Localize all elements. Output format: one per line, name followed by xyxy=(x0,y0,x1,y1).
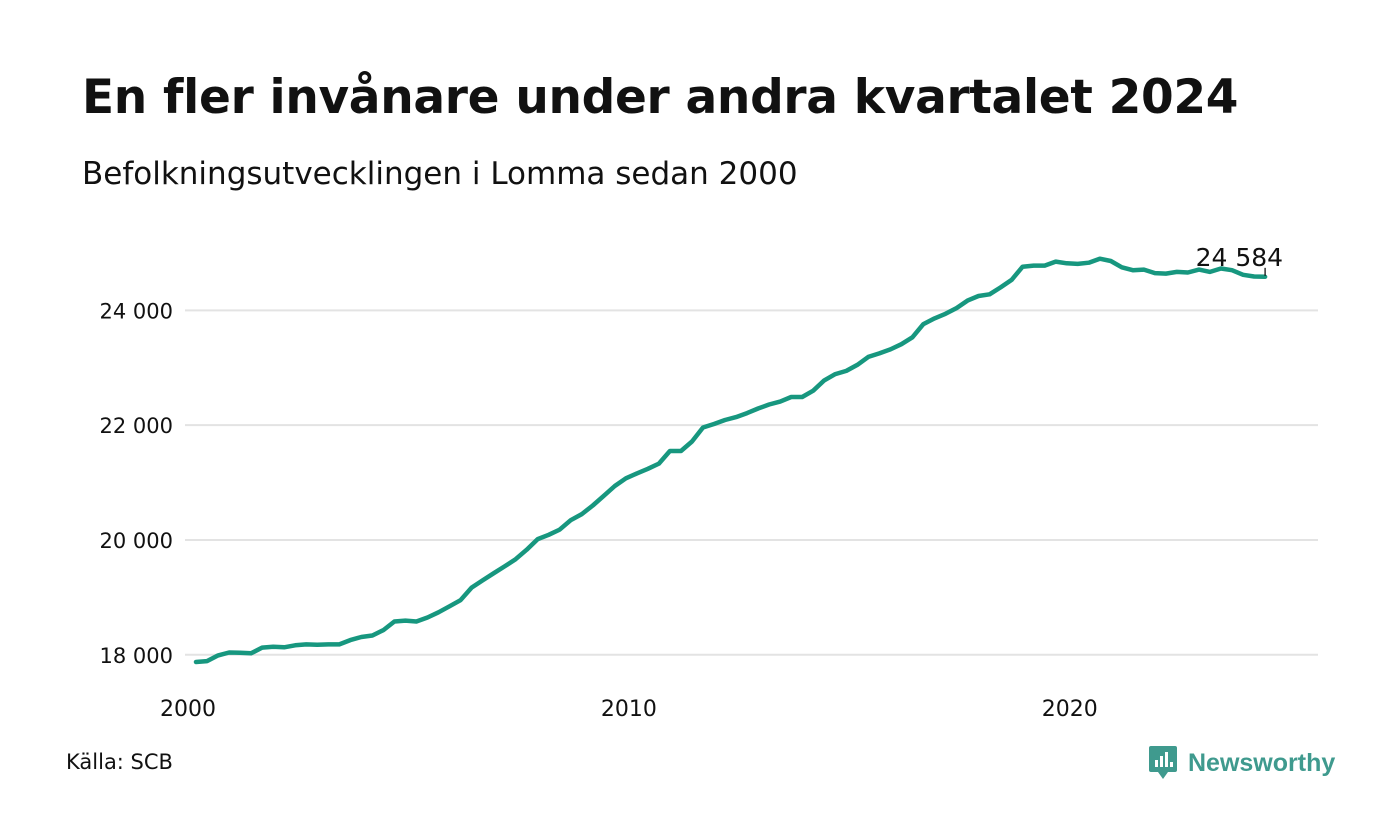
x-axis: 2000 2010 2020 xyxy=(160,697,1098,722)
source-note: Källa: SCB xyxy=(66,750,173,774)
y-tick-label: 22 000 xyxy=(100,414,173,438)
chart-subtitle: Befolkningsutvecklingen i Lomma sedan 20… xyxy=(82,156,798,192)
x-tick-label: 2000 xyxy=(160,697,216,722)
y-tick-label: 24 000 xyxy=(100,299,173,323)
chart-title: En fler invånare under andra kvartalet 2… xyxy=(82,70,1239,125)
series-line xyxy=(193,256,1268,665)
y-tick-label: 18 000 xyxy=(100,644,173,668)
y-tick-label: 20 000 xyxy=(100,529,173,553)
newsworthy-logo-icon xyxy=(1149,746,1177,779)
x-tick-label: 2010 xyxy=(601,697,657,722)
brand-logo: Newsworthy xyxy=(1148,744,1335,782)
gridlines xyxy=(185,309,1318,656)
annotation-label: 24 584 xyxy=(1196,243,1283,272)
x-tick-label: 2020 xyxy=(1042,697,1098,722)
series-layer xyxy=(193,256,1268,665)
brand-name: Newsworthy xyxy=(1188,748,1336,777)
y-axis: 18 000 20 000 22 000 24 000 xyxy=(100,299,173,667)
annotations: 24 584 xyxy=(1196,243,1283,276)
